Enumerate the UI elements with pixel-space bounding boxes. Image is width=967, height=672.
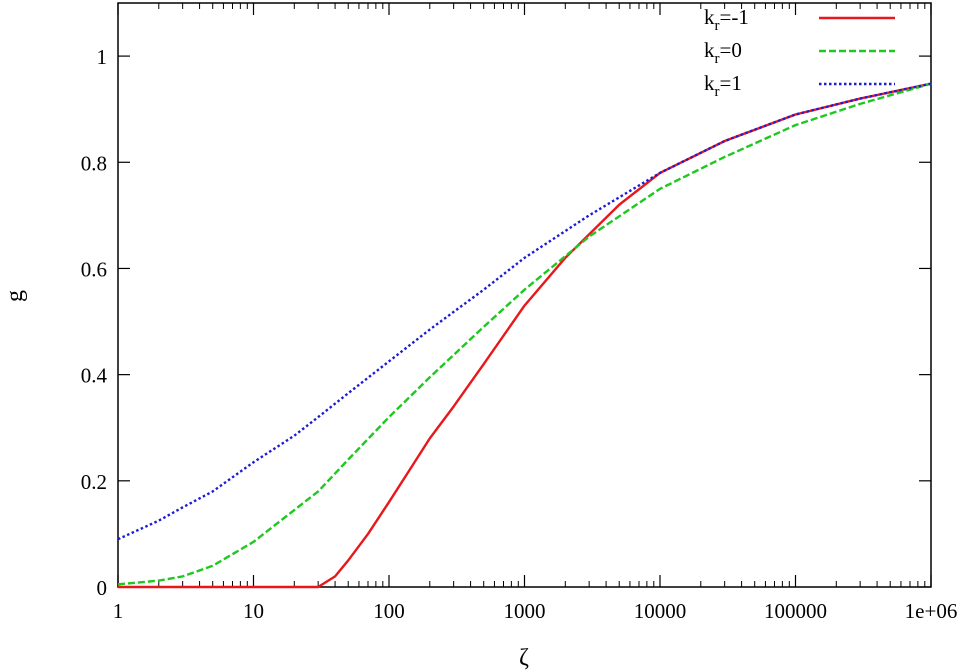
x-tick-label: 1000 xyxy=(504,599,546,623)
tick-marks xyxy=(117,3,932,588)
x-tick-label: 100 xyxy=(373,599,405,623)
x-tick-label: 1 xyxy=(113,599,124,623)
y-tick-label: 0 xyxy=(97,576,108,600)
legend-label: kr=-1 xyxy=(704,5,749,34)
series-line-2 xyxy=(117,82,932,586)
x-axis-title: ζ xyxy=(519,645,529,671)
y-tick-label: 0.6 xyxy=(81,257,107,281)
legend-label: kr=0 xyxy=(704,38,742,67)
y-axis-title: g xyxy=(2,290,28,302)
series-line-1 xyxy=(118,82,932,589)
y-tick-label: 0.8 xyxy=(81,151,107,175)
series-lines xyxy=(117,82,932,589)
plot-frame xyxy=(117,2,932,588)
x-tick-label: 100000 xyxy=(764,599,827,623)
x-tick-label: 1e+06 xyxy=(905,599,958,623)
x-tick-labels: 1 10 100 1000 10000 100000 1e+06 xyxy=(113,599,958,623)
y-tick-label: 0.4 xyxy=(81,364,108,388)
y-tick-label: 0.2 xyxy=(81,470,107,494)
legend-label: kr=1 xyxy=(704,71,742,100)
series-line-3 xyxy=(117,82,932,541)
y-tick-label: 1 xyxy=(97,45,108,69)
y-tick-labels: 0 0.2 0.4 0.6 0.8 1 xyxy=(81,45,108,600)
legend: kr=-1 kr=0 kr=1 xyxy=(704,5,895,100)
x-tick-label: 10 xyxy=(243,599,264,623)
x-tick-label: 10000 xyxy=(634,599,687,623)
